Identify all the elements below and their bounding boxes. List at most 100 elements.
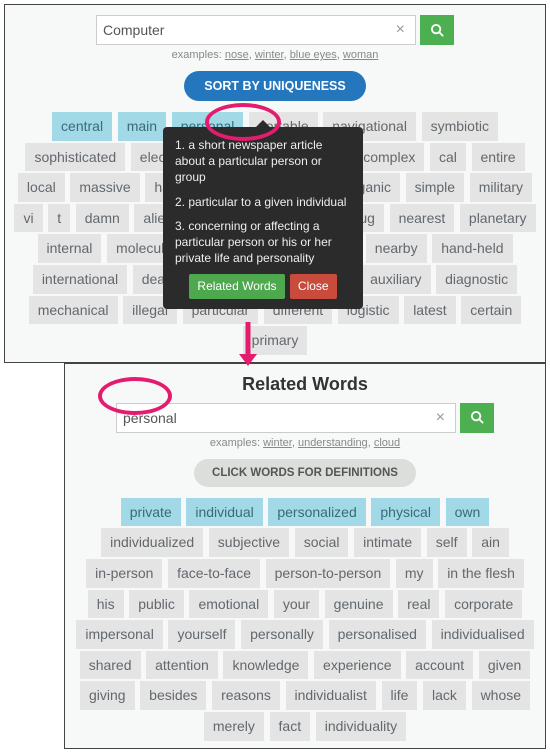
word-tag[interactable]: real [398, 590, 439, 619]
top-panel: × examples: nose, winter, blue eyes, wom… [4, 4, 546, 363]
search-row: × [71, 403, 539, 433]
word-tag[interactable]: personalised [329, 620, 426, 649]
example-link[interactable]: woman [343, 49, 378, 61]
word-tag[interactable]: planetary [460, 204, 536, 233]
word-tag[interactable]: in the flesh [438, 559, 524, 588]
close-button[interactable]: Close [290, 274, 337, 298]
sort-button[interactable]: SORT BY UNIQUENESS [184, 71, 365, 101]
word-tag[interactable]: physical [371, 498, 440, 527]
word-tag[interactable]: vi [14, 204, 42, 233]
word-tag[interactable]: intimate [354, 528, 421, 557]
word-tag[interactable]: besides [140, 681, 206, 710]
word-tag[interactable]: given [479, 651, 530, 680]
word-tag[interactable]: complex [354, 143, 424, 172]
related-words-button[interactable]: Related Words [189, 274, 284, 298]
word-tag[interactable]: public [129, 590, 184, 619]
word-tag[interactable]: nearest [390, 204, 455, 233]
search-row: × [11, 15, 539, 45]
word-tag[interactable]: emotional [189, 590, 268, 619]
search-box: × [96, 15, 416, 45]
example-link[interactable]: nose [225, 49, 249, 61]
word-tag[interactable]: damn [76, 204, 129, 233]
examples-label: examples: [172, 49, 222, 61]
word-tag[interactable]: social [295, 528, 349, 557]
word-tag[interactable]: symbiotic [422, 112, 498, 141]
example-link[interactable]: understanding [298, 437, 368, 449]
clear-icon[interactable]: × [432, 409, 449, 427]
word-tag[interactable]: internal [38, 234, 102, 263]
word-tag[interactable]: self [427, 528, 467, 557]
word-tag[interactable]: life [382, 681, 418, 710]
example-link[interactable]: winter [255, 49, 284, 61]
word-tag[interactable]: individuality [316, 712, 406, 741]
word-tag[interactable]: merely [204, 712, 264, 741]
definitions-pill[interactable]: CLICK WORDS FOR DEFINITIONS [194, 459, 416, 487]
word-tag[interactable]: corporate [445, 590, 522, 619]
word-tag[interactable]: individualized [101, 528, 203, 557]
word-tag[interactable]: ain [472, 528, 509, 557]
word-tag[interactable]: international [33, 265, 127, 294]
word-tag[interactable]: personalized [268, 498, 365, 527]
word-tag[interactable]: whose [472, 681, 530, 710]
bottom-panel: Related Words × examples: winter, unders… [64, 363, 546, 749]
example-link[interactable]: cloud [374, 437, 400, 449]
word-tag[interactable]: genuine [325, 590, 393, 619]
word-tag[interactable]: shared [80, 651, 141, 680]
word-tag[interactable]: cal [430, 143, 466, 172]
examples-row: examples: nose, winter, blue eyes, woman [11, 49, 539, 61]
word-tag[interactable]: personally [241, 620, 323, 649]
word-tag[interactable]: local [18, 173, 65, 202]
word-tag[interactable]: entire [472, 143, 525, 172]
word-tag[interactable]: account [406, 651, 473, 680]
word-tag[interactable]: auxiliary [361, 265, 430, 294]
word-tag[interactable]: subjective [209, 528, 289, 557]
word-tag[interactable]: hand-held [432, 234, 512, 263]
word-tag[interactable]: latest [404, 296, 455, 325]
word-tag[interactable]: private [121, 498, 181, 527]
word-tag[interactable]: my [396, 559, 433, 588]
word-tag[interactable]: yourself [168, 620, 235, 649]
definition-tooltip: 1. a short newspaper article about a par… [163, 127, 363, 309]
word-tag[interactable]: impersonal [76, 620, 162, 649]
word-tag[interactable]: experience [314, 651, 401, 680]
word-tag[interactable]: individualist [286, 681, 376, 710]
search-input[interactable] [123, 410, 432, 426]
word-tag[interactable]: individual [186, 498, 262, 527]
example-link[interactable]: winter [263, 437, 292, 449]
clear-icon[interactable]: × [392, 21, 409, 39]
search-input[interactable] [103, 22, 392, 38]
word-tag[interactable]: diagnostic [436, 265, 517, 294]
word-tag[interactable]: lack [423, 681, 466, 710]
search-button[interactable] [460, 403, 494, 433]
word-tag[interactable]: giving [80, 681, 135, 710]
word-tag[interactable]: in-person [86, 559, 162, 588]
examples-label: examples: [210, 437, 260, 449]
word-tag[interactable]: nearby [366, 234, 427, 263]
word-tag[interactable]: t [48, 204, 70, 233]
word-tag[interactable]: fact [270, 712, 311, 741]
search-button[interactable] [420, 15, 454, 45]
word-tag[interactable]: central [52, 112, 112, 141]
definition-3: 3. concerning or affecting a particular … [175, 218, 351, 267]
word-tag[interactable]: reasons [212, 681, 280, 710]
word-tag[interactable]: individualised [432, 620, 534, 649]
word-tag[interactable]: simple [406, 173, 464, 202]
word-tag[interactable]: massive [70, 173, 139, 202]
word-tag[interactable]: attention [146, 651, 218, 680]
word-tag[interactable]: your [274, 590, 319, 619]
word-tag[interactable]: certain [461, 296, 521, 325]
search-icon [430, 23, 445, 38]
word-tag[interactable]: face-to-face [168, 559, 260, 588]
word-tag[interactable]: knowledge [223, 651, 308, 680]
word-tag[interactable]: primary [243, 326, 308, 355]
word-tag[interactable]: mechanical [29, 296, 118, 325]
word-tag[interactable]: main [118, 112, 166, 141]
examples-row: examples: winter, understanding, cloud [71, 437, 539, 449]
tag-cloud: private individual personalized physical… [71, 497, 539, 742]
word-tag[interactable]: his [88, 590, 124, 619]
example-link[interactable]: blue eyes [290, 49, 337, 61]
word-tag[interactable]: own [446, 498, 490, 527]
word-tag[interactable]: military [470, 173, 532, 202]
word-tag[interactable]: person-to-person [266, 559, 391, 588]
word-tag[interactable]: sophisticated [25, 143, 125, 172]
